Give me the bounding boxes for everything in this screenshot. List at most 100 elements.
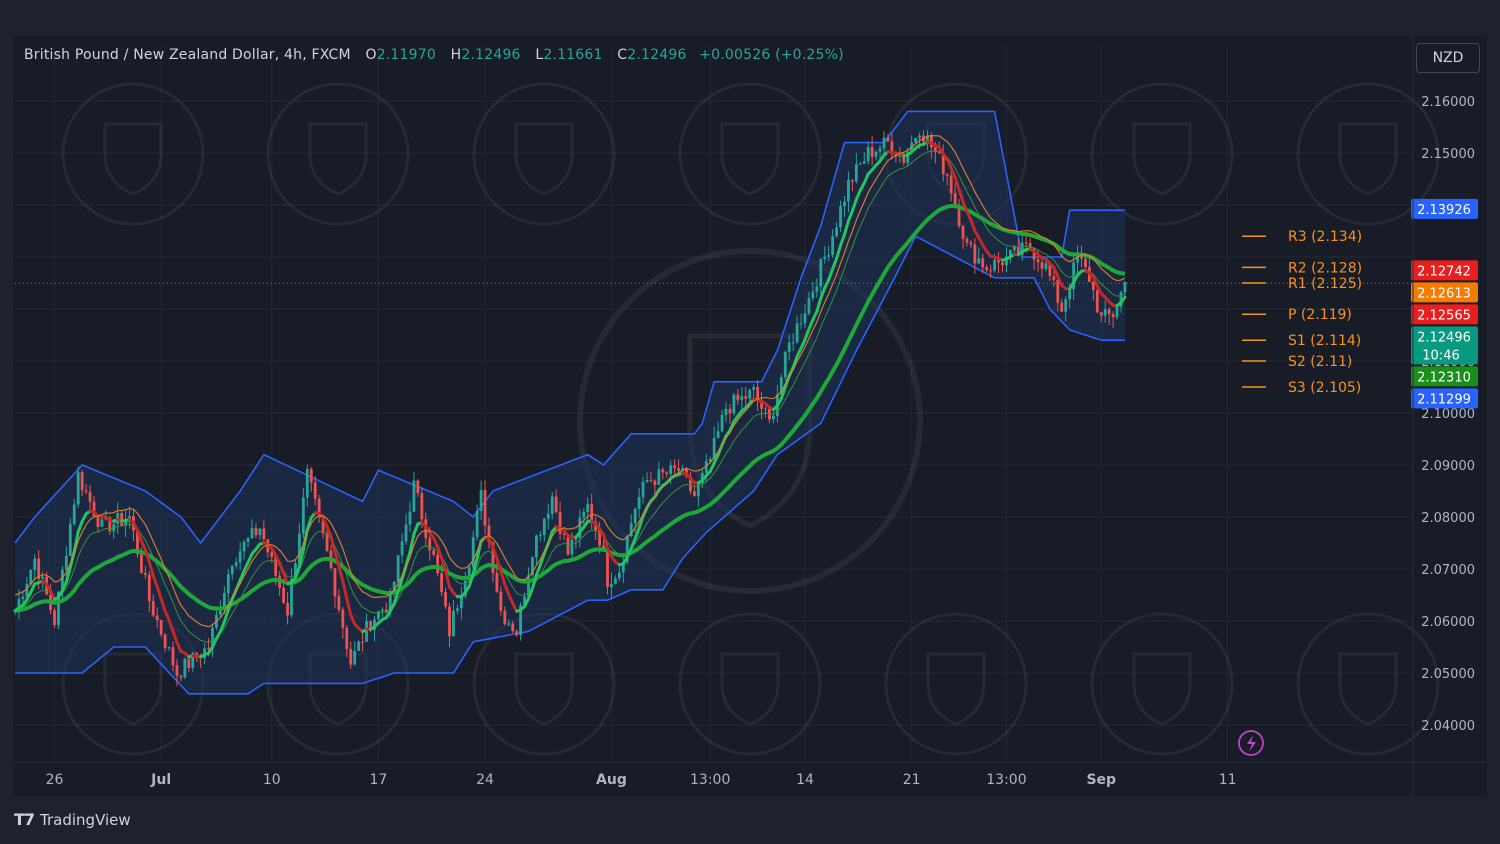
symbol-header: British Pound / New Zealand Dollar, 4h, …: [24, 47, 844, 63]
channel-lower-line: [15, 235, 1125, 695]
candle-body: [309, 468, 313, 483]
chart-panel[interactable]: R3 (2.134) R2 (2.128) R1 (2.125) P (2.119) S…: [13, 36, 1487, 796]
watermark-circle: [678, 612, 822, 756]
candle-body: [68, 523, 72, 556]
ma-fast-segment: [969, 218, 977, 233]
candle-body: [716, 431, 720, 438]
pivot-label: P (2.119): [1288, 307, 1352, 323]
candle-body: [815, 286, 819, 292]
candle-body: [689, 476, 692, 492]
candle-body: [582, 512, 586, 518]
candle-body: [606, 551, 609, 587]
watermark-shield: [308, 122, 368, 196]
candle-body: [542, 518, 546, 535]
candle-body: [1044, 263, 1048, 269]
candle-body: [258, 528, 262, 536]
time-tick-label: 11: [1219, 772, 1237, 788]
candle-body: [408, 511, 412, 525]
candle-body: [305, 468, 309, 498]
ma-fast-segment: [396, 577, 404, 594]
candle-body: [914, 137, 917, 143]
watermark-circle: [266, 82, 410, 226]
watermark-circle: [678, 82, 822, 226]
ma-fast-segment: [341, 580, 349, 600]
price-label-box: [1411, 326, 1478, 365]
candle-body: [1012, 246, 1016, 250]
candle-body: [163, 634, 167, 649]
candle-body: [930, 135, 933, 148]
candle-body: [151, 601, 155, 616]
candle-body: [262, 528, 266, 540]
ma-fast-segment: [503, 582, 511, 596]
candle-body: [756, 387, 759, 400]
price-label-text: 2.11299: [1417, 392, 1471, 407]
watermark-shield: [1338, 652, 1398, 726]
price-tick-label: 2.08000: [1421, 511, 1475, 526]
watermark-circle: [472, 82, 616, 226]
candle-body: [72, 504, 76, 524]
candle-body: [989, 270, 993, 272]
candle-body: [724, 408, 728, 415]
candle-body: [973, 244, 977, 264]
ma-fast-segment: [803, 327, 811, 342]
candle-body: [1028, 243, 1032, 249]
ma-fast-segment: [432, 536, 440, 549]
candle-body: [246, 538, 250, 542]
candle-body: [740, 396, 744, 401]
ma-fast-segment: [606, 546, 613, 559]
ma-fast-segment: [637, 515, 645, 530]
candle-body: [459, 596, 463, 609]
price-tick-label: 2.04000: [1421, 719, 1475, 734]
price-label-box: [1411, 366, 1478, 387]
ma-fast-segment: [246, 552, 254, 564]
watermark-shield: [926, 652, 986, 726]
ma-fast-segment: [965, 210, 973, 222]
price-tick-label: 2.09000: [1421, 459, 1475, 474]
ma-fast-segment: [345, 596, 353, 617]
candle-body: [1123, 281, 1127, 293]
channel-upper-line: [14, 110, 1125, 545]
tradingview-brand[interactable]: T7 TradingView: [14, 810, 131, 829]
candle-body: [325, 533, 329, 551]
ma-fast-segment: [795, 346, 803, 358]
ma-fast-segment: [167, 618, 175, 633]
candle-body: [858, 163, 862, 165]
candle-body: [456, 608, 459, 611]
watermark-shield: [720, 122, 780, 196]
ma-fast-segment: [444, 568, 451, 589]
candle-body: [136, 530, 139, 555]
candle-body: [617, 572, 621, 579]
candlestick-chart[interactable]: R3 (2.134) R2 (2.128)R1 (2.125) P (2.119) S…: [13, 36, 1487, 796]
candle-body: [886, 137, 890, 142]
ma-fast-segment: [278, 561, 286, 575]
ma-fast-segment: [843, 219, 850, 236]
ma-fast-segment: [1119, 295, 1127, 304]
close-label: C: [617, 47, 628, 63]
candle-body: [432, 550, 436, 555]
candle-body: [527, 575, 530, 597]
candle-body: [744, 396, 748, 399]
candle-body: [333, 568, 337, 597]
ma-fast-segment: [546, 530, 554, 546]
currency-button[interactable]: NZD: [1416, 43, 1480, 73]
candle-body: [621, 561, 625, 573]
ma-fast-segment: [337, 564, 345, 584]
open-value: 2.11970: [376, 47, 436, 63]
ma-fast-segment: [827, 267, 835, 282]
ma-orange-line: [14, 135, 1126, 628]
candle-body: [854, 164, 858, 182]
ma-fast-segment: [811, 309, 819, 322]
candle-body: [388, 591, 392, 612]
watermark-shield: [514, 122, 574, 196]
candle-body: [843, 201, 846, 207]
watermark-shield: [1338, 122, 1398, 196]
ma-fast-segment: [76, 519, 84, 534]
candle-body: [941, 152, 945, 175]
ma-fast-segment: [495, 556, 503, 573]
ma-fast-segment: [404, 550, 412, 567]
ma-fast-segment: [633, 526, 641, 541]
ma-fast-segment: [155, 585, 163, 601]
candle-body: [795, 323, 799, 343]
candle-body: [898, 154, 902, 157]
ma-fast-segment: [60, 580, 68, 592]
